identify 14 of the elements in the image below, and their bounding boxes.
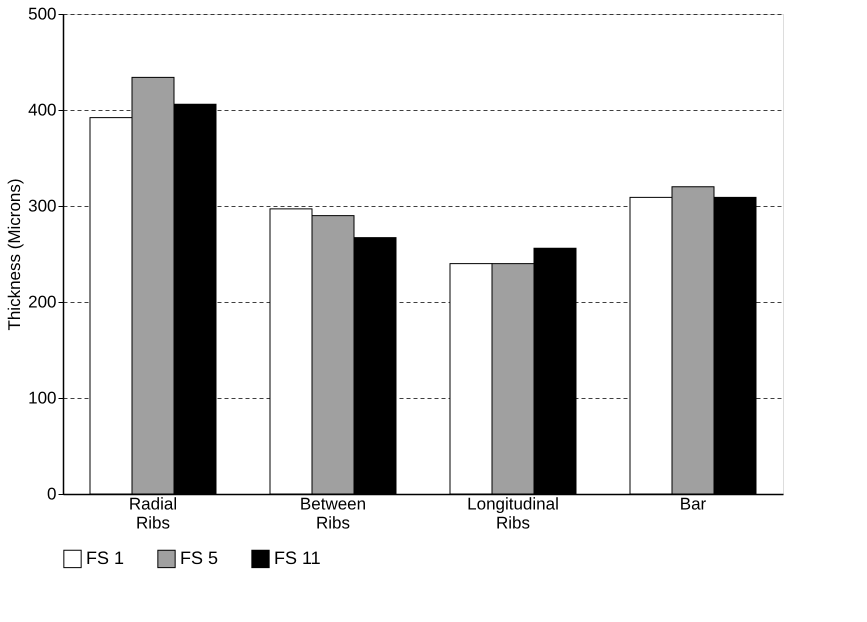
y-tick-label: 0: [47, 484, 56, 504]
x-tick-label: Radial Ribs: [128, 494, 178, 532]
legend-label: FS 11: [274, 548, 321, 568]
x-tick-label: Longitudinal Ribs: [467, 494, 559, 532]
y-axis-title: Thickness (Microns): [5, 178, 24, 331]
x-tick-label: Between Ribs: [300, 494, 366, 532]
y-tick-label: 100: [28, 388, 56, 408]
y-tick-label: 500: [28, 4, 56, 24]
y-tick-label: 300: [28, 196, 56, 216]
legend-label: FS 1: [86, 548, 124, 568]
x-tick-label: Bar: [680, 494, 707, 514]
legend-label: FS 5: [180, 548, 218, 568]
y-tick-label: 400: [28, 100, 56, 120]
y-tick-label: 200: [28, 292, 56, 312]
